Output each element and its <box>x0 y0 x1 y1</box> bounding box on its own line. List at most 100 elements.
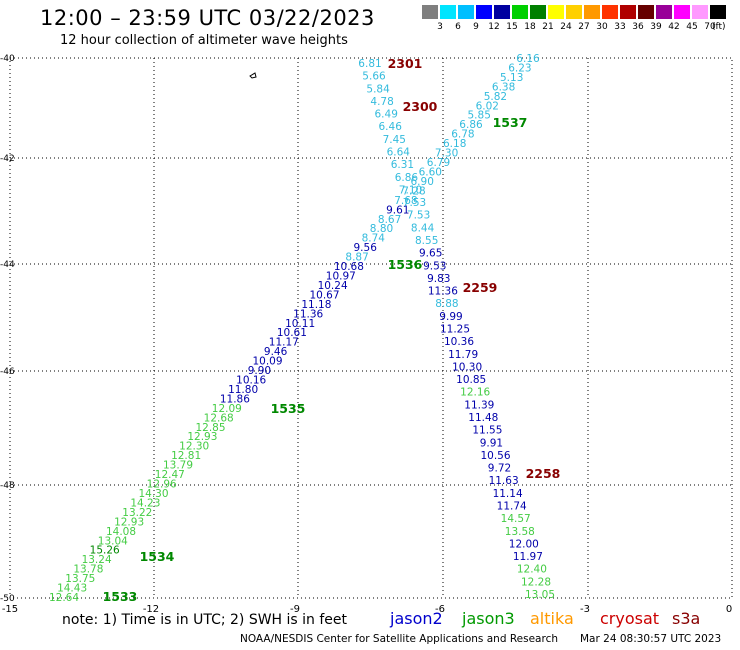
time-label: 2301 <box>388 56 423 71</box>
y-tick-label: -42 <box>0 154 15 164</box>
swh-value: 9.72 <box>488 463 511 475</box>
time-label: 1534 <box>140 549 175 564</box>
swh-value: 8.80 <box>370 223 393 235</box>
swh-value: 9.56 <box>354 242 378 254</box>
color-scale-label: 18 <box>524 22 536 32</box>
color-swatch <box>674 5 690 19</box>
time-label: 2300 <box>403 99 438 114</box>
time-label: 1537 <box>493 115 528 130</box>
color-scale-label: 30 <box>596 22 608 32</box>
swh-value: 12.16 <box>460 387 490 399</box>
x-tick-label: -15 <box>2 604 18 615</box>
swh-value: 11.79 <box>448 349 478 361</box>
swh-value: 8.67 <box>378 214 401 226</box>
color-swatch <box>692 5 708 19</box>
time-label: 2259 <box>463 280 498 295</box>
x-tick-labels: -15 -12 -9 -6 -3 0 <box>2 604 732 615</box>
swh-value: 6.31 <box>391 159 414 171</box>
swh-value: 12.64 <box>49 592 79 604</box>
color-scale-label: 21 <box>542 22 554 32</box>
color-swatch <box>530 5 546 19</box>
swh-value: 5.84 <box>366 83 390 95</box>
mission-label-jason3: jason3 <box>462 609 515 628</box>
swh-value: 6.81 <box>358 58 381 70</box>
y-tick-label: -40 <box>0 54 15 64</box>
swh-values: 6.166.235.136.385.826.025.856.866.786.18… <box>49 53 555 604</box>
y-tick-label: -46 <box>0 367 15 377</box>
swh-value: 11.36 <box>293 308 323 320</box>
swh-value: 9.83 <box>427 273 450 285</box>
swh-value: 8.87 <box>345 252 368 264</box>
swh-value: 11.63 <box>489 475 519 487</box>
swh-value: 6.49 <box>375 109 398 121</box>
swh-value: 6.23 <box>508 63 531 75</box>
color-scale-label: 27 <box>578 22 590 32</box>
swh-value: 12.93 <box>187 431 217 443</box>
x-tick-label: -6 <box>435 604 445 615</box>
time-label: 1533 <box>103 589 138 604</box>
swh-value: 13.24 <box>82 554 112 566</box>
color-swatch <box>422 5 438 19</box>
swh-value: 10.09 <box>252 356 282 368</box>
swh-value: 14.08 <box>106 526 136 538</box>
swh-value: 11.86 <box>220 393 250 405</box>
color-scale-label: 39 <box>650 22 662 32</box>
swh-value: 12.09 <box>212 403 242 415</box>
swh-value: 6.18 <box>443 138 466 150</box>
swh-value: 13.22 <box>122 507 152 519</box>
swh-value: 12.68 <box>204 412 234 424</box>
swh-value: 7.10 <box>399 184 422 196</box>
page-subtitle: 12 hour collection of altimeter wave hei… <box>60 33 348 48</box>
swh-value: 6.16 <box>516 53 540 65</box>
color-swatch <box>656 5 672 19</box>
y-tick-labels: -40 -42 -44 -46 -48 -50 <box>0 54 15 604</box>
swh-value: 6.86 <box>395 172 419 184</box>
swh-value: 14.43 <box>57 583 87 595</box>
swh-value: 6.90 <box>411 176 434 188</box>
swh-value: 12.47 <box>155 469 185 481</box>
swh-value: 6.02 <box>476 100 499 112</box>
swh-value: 7.28 <box>402 185 425 197</box>
swh-value: 12.00 <box>509 538 539 550</box>
swh-value: 7.53 <box>407 210 430 222</box>
page-title: 12:00 – 23:59 UTC 03/22/2023 <box>40 6 375 30</box>
swh-value: 14.23 <box>130 497 160 509</box>
swh-value: 10.24 <box>318 280 348 292</box>
color-swatch <box>584 5 600 19</box>
color-scale-label: 3 <box>437 22 443 32</box>
y-tick-label: -48 <box>0 481 15 491</box>
island-outline <box>249 72 257 79</box>
swh-value: 9.46 <box>264 346 288 358</box>
swh-value: 11.74 <box>497 501 527 513</box>
swh-value: 13.79 <box>163 460 193 472</box>
swh-value: 10.16 <box>236 375 266 387</box>
color-scale-label: 33 <box>614 22 626 32</box>
swh-value: 7.30 <box>435 148 458 160</box>
swh-value: 10.61 <box>277 327 307 339</box>
color-swatch <box>566 5 582 19</box>
color-swatch <box>494 5 510 19</box>
time-label: 1536 <box>388 257 423 272</box>
swh-value: 11.25 <box>440 324 470 336</box>
mission-label-jason2: jason2 <box>390 609 443 628</box>
swh-value: 12.85 <box>195 422 225 434</box>
color-scale-label: 15 <box>506 22 518 32</box>
time-label: 1535 <box>271 401 306 416</box>
color-scale-label: 36 <box>632 22 644 32</box>
swh-value: 8.55 <box>415 235 438 247</box>
swh-value: 10.68 <box>334 261 364 273</box>
color-swatch <box>602 5 618 19</box>
x-tick-label: 0 <box>726 604 732 615</box>
color-scale-label: 70 <box>704 22 716 32</box>
swh-value: 7.68 <box>394 195 417 207</box>
swh-value: 6.78 <box>451 129 474 141</box>
swh-value: 7.45 <box>383 134 406 146</box>
swh-value: 10.36 <box>444 336 474 348</box>
swh-value: 12.93 <box>114 516 144 528</box>
swh-value: 11.80 <box>228 384 258 396</box>
swh-value: 12.28 <box>521 576 551 588</box>
color-swatch <box>512 5 528 19</box>
swh-value: 11.48 <box>468 412 498 424</box>
mission-label-altika: altika <box>530 609 574 628</box>
color-scale-label: 42 <box>668 22 680 32</box>
